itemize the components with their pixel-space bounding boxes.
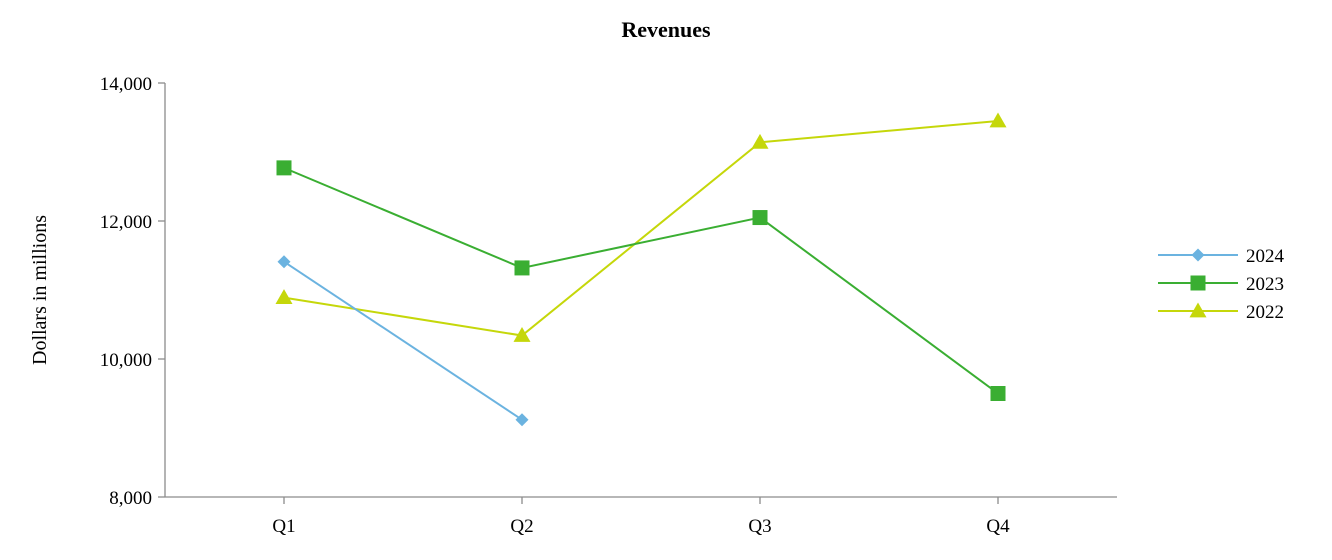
- legend-item-2022: 2022: [1158, 302, 1284, 323]
- legend-marker: [1189, 302, 1207, 318]
- legend-marker: [1191, 248, 1205, 262]
- legend-label: 2024: [1246, 246, 1285, 267]
- data-point: [515, 413, 529, 427]
- series-layer: [275, 112, 1007, 427]
- series-2024: [277, 255, 529, 427]
- y-tick-label: 10,000: [100, 350, 152, 371]
- legend-marker: [1190, 275, 1206, 291]
- chart-title: Revenues: [621, 17, 711, 42]
- legend-label: 2022: [1246, 302, 1284, 323]
- data-point: [276, 160, 292, 176]
- y-axis-title: Dollars in millions: [29, 215, 51, 365]
- series-2023: [276, 160, 1006, 401]
- data-point: [989, 112, 1007, 128]
- data-point: [275, 289, 293, 304]
- x-tick-label: Q1: [272, 516, 295, 537]
- series-2022: [275, 112, 1007, 342]
- legend-item-2024: 2024: [1158, 246, 1285, 267]
- data-point: [751, 133, 769, 149]
- y-tick-label: 12,000: [100, 212, 152, 233]
- legend: 2024 2023 2022: [1158, 246, 1285, 323]
- legend-label: 2023: [1246, 274, 1284, 295]
- y-tick-label: 8,000: [109, 488, 152, 509]
- series-line: [283, 166, 999, 395]
- data-point: [514, 260, 530, 276]
- data-point: [277, 255, 291, 269]
- series-line: [283, 260, 523, 421]
- y-tick-label: 14,000: [100, 74, 152, 95]
- x-tick-label: Q2: [510, 516, 533, 537]
- x-tick-label: Q3: [748, 516, 771, 537]
- data-point: [513, 327, 531, 342]
- legend-item-2023: 2023: [1158, 274, 1284, 295]
- axes: 8,000 10,000 12,000 14,000 Q1 Q2 Q3 Q4: [100, 74, 1117, 537]
- data-point: [752, 210, 768, 226]
- data-point: [990, 386, 1006, 401]
- series-line: [283, 119, 999, 337]
- x-tick-label: Q4: [986, 516, 1010, 537]
